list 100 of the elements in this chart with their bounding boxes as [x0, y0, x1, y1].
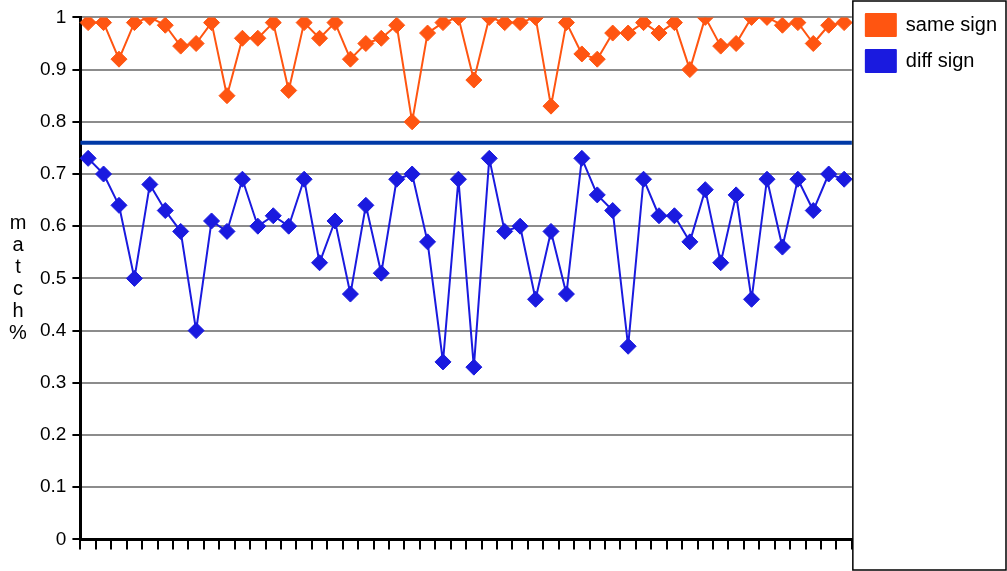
- point: [187, 35, 205, 52]
- point: [511, 17, 529, 32]
- point: [357, 35, 375, 52]
- point: [357, 196, 375, 214]
- point: [727, 186, 745, 204]
- point: [172, 222, 190, 240]
- point: [295, 170, 313, 188]
- point: [172, 37, 190, 55]
- y-tick-label: 0.4: [39, 318, 67, 340]
- point: [789, 170, 807, 188]
- point: [619, 337, 637, 355]
- point: [233, 170, 251, 188]
- point: [681, 233, 699, 251]
- point: [480, 149, 498, 167]
- point: [712, 37, 730, 55]
- point: [388, 17, 406, 34]
- point: [403, 165, 421, 183]
- point: [372, 264, 390, 282]
- point: [326, 212, 344, 230]
- point: [557, 285, 575, 303]
- point: [156, 202, 174, 220]
- point: [295, 17, 313, 32]
- point: [203, 212, 221, 230]
- point: [604, 24, 622, 42]
- point: [403, 113, 421, 131]
- point: [789, 17, 807, 32]
- point: [203, 17, 221, 32]
- point: [804, 35, 822, 52]
- point: [650, 207, 668, 225]
- point: [110, 50, 128, 68]
- point: [95, 165, 113, 183]
- point: [141, 175, 159, 193]
- point: [95, 17, 113, 32]
- point: [588, 186, 606, 204]
- point: [496, 222, 514, 240]
- point: [820, 165, 838, 183]
- point: [79, 149, 97, 167]
- y-tick-label: 1: [55, 5, 67, 27]
- point: [835, 170, 853, 188]
- legend-label: diff sign: [905, 48, 975, 71]
- point: [311, 254, 329, 272]
- point: [619, 24, 637, 42]
- point: [820, 17, 838, 34]
- point: [218, 87, 236, 105]
- point: [110, 196, 128, 214]
- point: [233, 29, 251, 47]
- point: [465, 71, 483, 89]
- point: [773, 238, 791, 256]
- point: [665, 207, 683, 225]
- point: [758, 170, 776, 188]
- point: [280, 81, 298, 99]
- point: [311, 29, 329, 47]
- point: [156, 17, 174, 34]
- point: [79, 17, 97, 32]
- point: [341, 50, 359, 68]
- point: [635, 17, 653, 32]
- point: [249, 217, 267, 235]
- point: [573, 45, 591, 63]
- point: [588, 50, 606, 68]
- point: [681, 61, 699, 79]
- point: [650, 24, 668, 42]
- point: [696, 181, 714, 199]
- point: [511, 217, 529, 235]
- point: [187, 322, 205, 340]
- y-tick-label: 0.7: [39, 162, 67, 184]
- point: [604, 202, 622, 220]
- point: [125, 17, 143, 32]
- y-tick-label: 0.6: [39, 214, 67, 236]
- point: [249, 29, 267, 47]
- point: [434, 353, 452, 371]
- point: [419, 24, 437, 42]
- y-tick-label: 0: [55, 527, 67, 549]
- point: [449, 170, 467, 188]
- point: [280, 217, 298, 235]
- point: [542, 97, 560, 115]
- legend-label: same sign: [905, 12, 997, 35]
- y-axis-title: match%: [9, 210, 28, 343]
- point: [635, 170, 653, 188]
- point: [557, 17, 575, 32]
- point: [527, 290, 545, 308]
- point: [264, 207, 282, 225]
- y-tick-label: 0.3: [39, 371, 67, 393]
- point: [434, 17, 452, 32]
- y-tick-label: 0.5: [39, 266, 67, 288]
- point: [125, 269, 143, 287]
- y-tick-label: 0.8: [39, 110, 67, 132]
- point: [804, 202, 822, 220]
- point: [326, 17, 344, 32]
- point: [573, 149, 591, 167]
- point: [496, 17, 514, 32]
- point: [665, 17, 683, 32]
- point: [218, 222, 236, 240]
- point: [388, 170, 406, 188]
- point: [712, 254, 730, 272]
- point: [727, 35, 745, 52]
- point: [542, 222, 560, 240]
- y-tick-label: 0.9: [39, 57, 67, 79]
- point: [372, 29, 390, 47]
- point: [835, 17, 853, 32]
- point: [773, 17, 791, 34]
